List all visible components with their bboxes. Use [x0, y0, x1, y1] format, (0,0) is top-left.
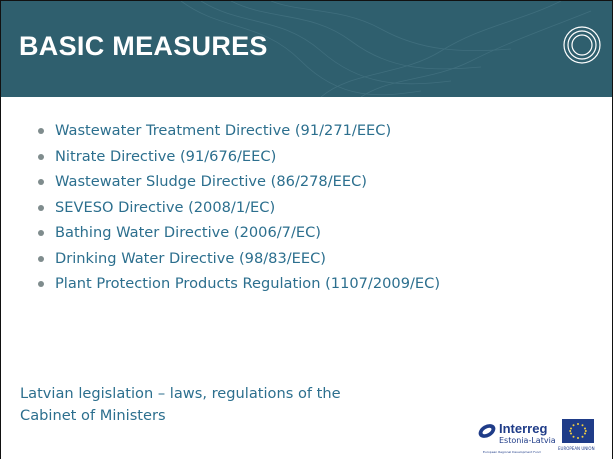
header-band: BASIC MEASURES	[1, 1, 612, 97]
bullet-item: Plant Protection Products Regulation (11…	[35, 273, 440, 299]
eu-logo: EUROPEAN UNION	[558, 419, 598, 457]
header-pattern	[180, 1, 601, 97]
interreg-icon	[478, 424, 496, 438]
logo-programme: Estonia-Latvia	[499, 436, 556, 445]
logo-brand: Interreg	[499, 421, 548, 436]
logo-fund: European Regional Development Fund	[483, 450, 541, 454]
note-text: Latvian legislation – laws, regulations …	[20, 385, 341, 424]
eu-label: EUROPEAN UNION	[558, 446, 595, 451]
bullet-item: Wastewater Sludge Directive (86/278/EEC)	[35, 171, 440, 197]
bullet-item: SEVESO Directive (2008/1/EC)	[35, 197, 440, 223]
bullet-list: Wastewater Treatment Directive (91/271/E…	[35, 120, 440, 299]
bullet-item: Drinking Water Directive (98/83/EEC)	[35, 248, 440, 274]
eu-stars	[569, 423, 587, 439]
bullet-item: Nitrate Directive (91/676/EEC)	[35, 146, 440, 172]
bullet-item: Bathing Water Directive (2006/7/EC)	[35, 222, 440, 248]
eu-flag	[562, 419, 594, 443]
bullet-item: Wastewater Treatment Directive (91/271/E…	[35, 120, 440, 146]
slide-title: BASIC MEASURES	[19, 31, 268, 61]
interreg-logo: Interreg Estonia-Latvia European Regiona…	[477, 421, 556, 457]
